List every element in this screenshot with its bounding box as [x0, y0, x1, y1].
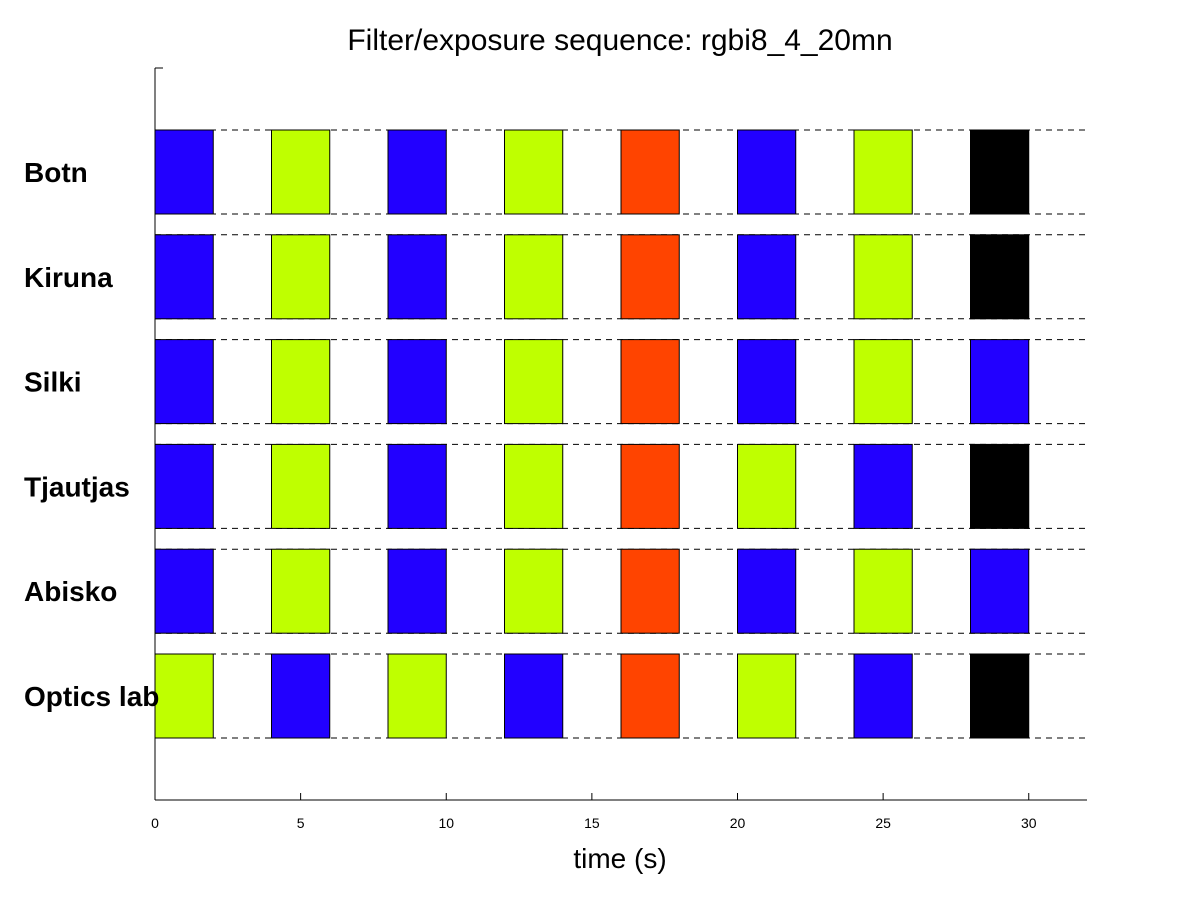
exposure-bar — [853, 339, 913, 425]
exposure-bar — [271, 129, 331, 215]
station-label: Abisko — [24, 576, 117, 607]
x-tick-label: 25 — [875, 815, 891, 831]
exposure-bar — [504, 548, 564, 634]
station-row: Kiruna — [24, 234, 1087, 320]
exposure-bar — [271, 339, 331, 425]
station-label: Botn — [24, 157, 88, 188]
exposure-bar — [271, 548, 331, 634]
exposure-bar — [387, 548, 447, 634]
x-axis-label: time (s) — [573, 843, 666, 874]
exposure-bar — [154, 653, 214, 739]
exposure-bar — [853, 548, 913, 634]
exposure-bar — [620, 234, 680, 320]
exposure-bar — [620, 129, 680, 215]
exposure-bar — [970, 548, 1030, 634]
station-row: Abisko — [24, 548, 1087, 634]
station-row: Silki — [24, 339, 1087, 425]
station-row: Botn — [24, 129, 1087, 215]
exposure-bar — [737, 234, 797, 320]
x-tick-label: 10 — [438, 815, 454, 831]
exposure-bar — [970, 443, 1030, 529]
exposure-bar — [154, 129, 214, 215]
exposure-bar — [620, 548, 680, 634]
exposure-bar — [504, 653, 564, 739]
station-row: Optics lab — [24, 653, 1087, 739]
x-tick-label: 30 — [1021, 815, 1037, 831]
x-tick-label: 20 — [730, 815, 746, 831]
station-label: Tjautjas — [24, 471, 130, 502]
exposure-bar — [504, 129, 564, 215]
exposure-bar — [154, 548, 214, 634]
exposure-bar — [387, 234, 447, 320]
exposure-bar — [737, 443, 797, 529]
chart-title: Filter/exposure sequence: rgbi8_4_20mn — [347, 24, 892, 57]
exposure-bar — [970, 129, 1030, 215]
exposure-bar — [853, 129, 913, 215]
exposure-bar — [387, 653, 447, 739]
exposure-bar — [154, 443, 214, 529]
station-label: Optics lab — [24, 681, 159, 712]
exposure-bar — [737, 339, 797, 425]
exposure-bar — [271, 653, 331, 739]
x-tick-label: 15 — [584, 815, 600, 831]
exposure-bar — [620, 653, 680, 739]
station-row: Tjautjas — [24, 443, 1087, 529]
station-label: Kiruna — [24, 262, 113, 293]
x-tick-label: 5 — [297, 815, 305, 831]
exposure-bar — [737, 548, 797, 634]
exposure-bar — [154, 339, 214, 425]
x-tick-label: 0 — [151, 815, 159, 831]
exposure-bar — [387, 129, 447, 215]
exposure-bar — [970, 339, 1030, 425]
exposure-bar — [853, 234, 913, 320]
exposure-bar — [271, 234, 331, 320]
exposure-bar — [504, 234, 564, 320]
exposure-bar — [737, 653, 797, 739]
exposure-bar — [853, 443, 913, 529]
exposure-bar — [271, 443, 331, 529]
exposure-bar — [620, 443, 680, 529]
station-rows: Botn Kiruna Silki Tjautjas Abisko Optics lab — [24, 129, 1087, 739]
exposure-bar — [387, 443, 447, 529]
exposure-bar — [504, 443, 564, 529]
exposure-bar — [154, 234, 214, 320]
exposure-bar — [853, 653, 913, 739]
exposure-bar — [387, 339, 447, 425]
exposure-bar — [970, 234, 1030, 320]
station-label: Silki — [24, 367, 82, 398]
exposure-bar — [504, 339, 564, 425]
exposure-bar — [620, 339, 680, 425]
exposure-bar — [970, 653, 1030, 739]
exposure-bar — [737, 129, 797, 215]
axes: 0 5 10 15 20 25 30 — [151, 67, 1087, 831]
